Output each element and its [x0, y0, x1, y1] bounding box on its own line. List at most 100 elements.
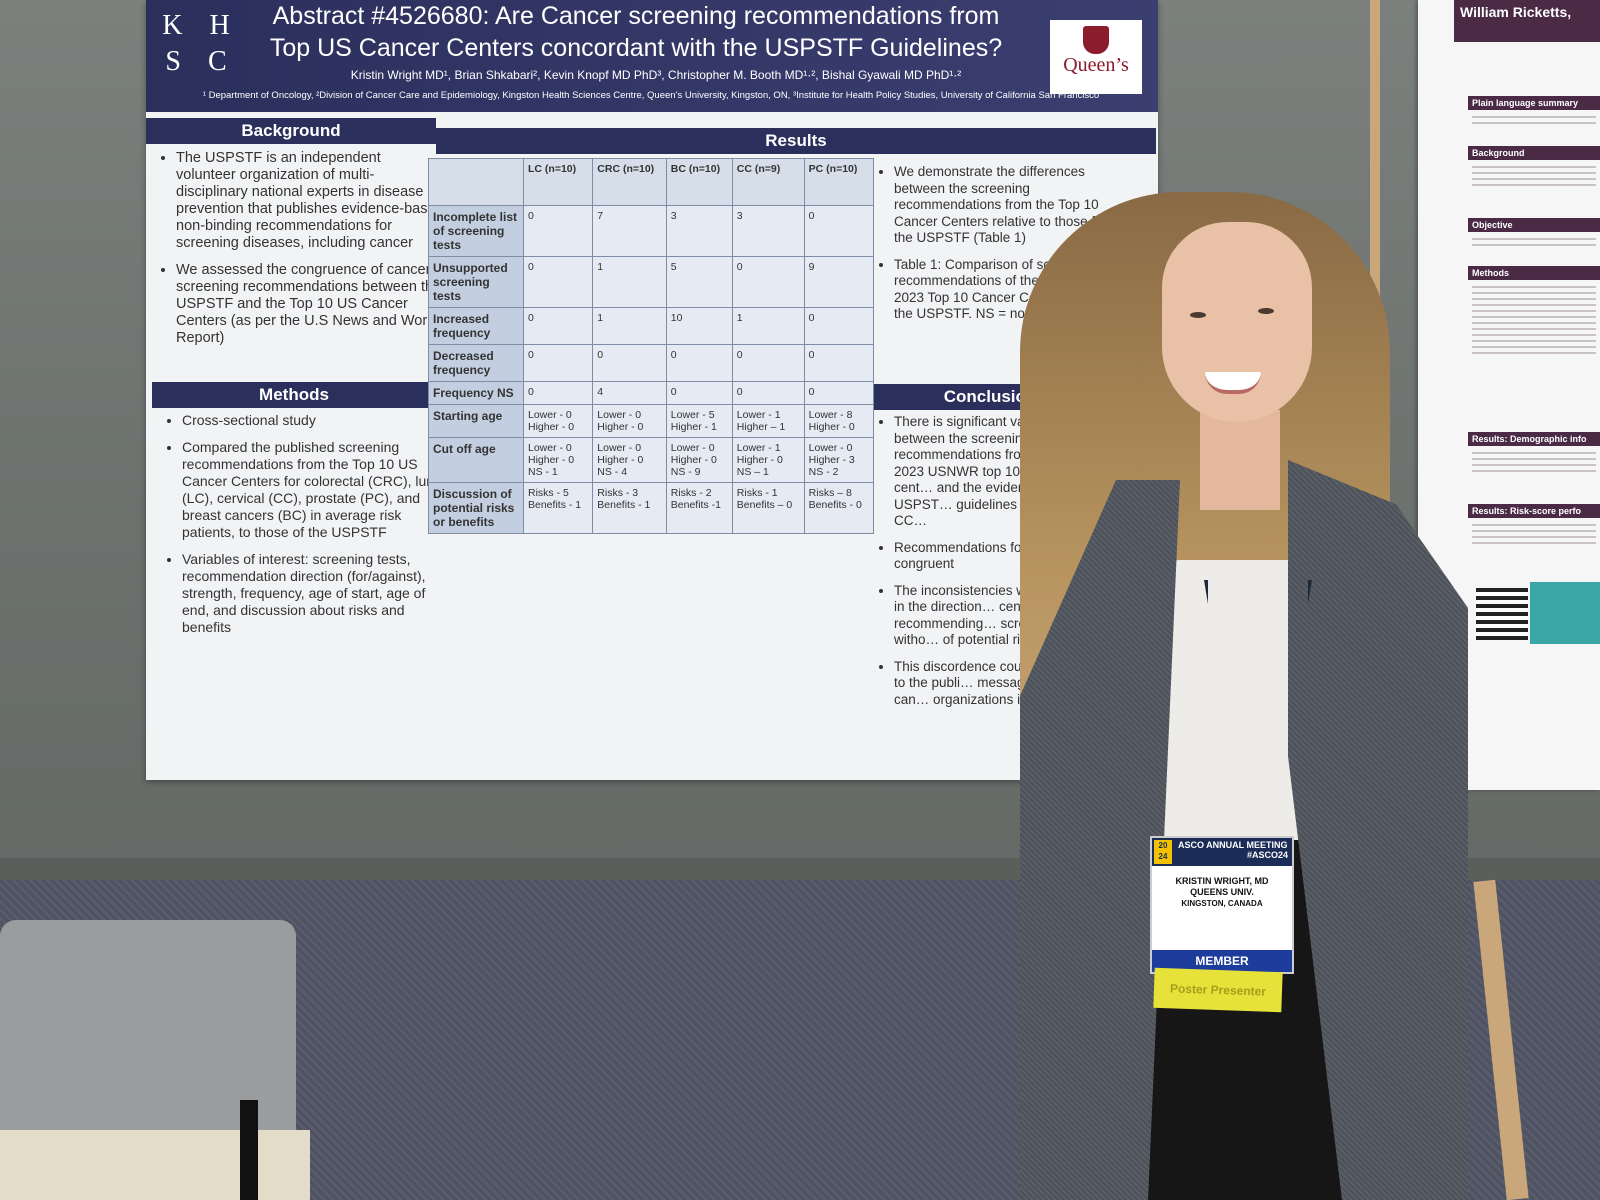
- background-list: The USPSTF is an independent volunteer o…: [158, 150, 444, 357]
- neighbor-section-heading: Results: Demographic info: [1468, 432, 1600, 446]
- table-cell: Lower - 1 Higher – 1: [731, 404, 805, 438]
- table-row: Unsupported screening tests 0 1 5 0 9: [428, 256, 875, 308]
- badge-year: 20 24: [1154, 840, 1172, 864]
- table-cell: 10: [665, 307, 733, 345]
- table-cell: Risks - 2 Benefits -1: [665, 482, 733, 534]
- chair-seat: [0, 1130, 310, 1200]
- list-item: The USPSTF is an independent volunteer o…: [176, 150, 444, 252]
- row-header: Discussion of potential risks or benefit…: [428, 482, 524, 534]
- list-item: Cross-sectional study: [182, 412, 444, 429]
- badge-header: 20 24 ASCO ANNUAL MEETING #ASCO24: [1152, 838, 1292, 866]
- presenter-ribbon: Poster Presenter: [1153, 967, 1283, 1013]
- row-header: Incomplete list of screening tests: [428, 205, 524, 257]
- badge-event: ASCO ANNUAL MEETING: [1178, 840, 1288, 850]
- table-cell: 0: [592, 344, 667, 382]
- smile: [1205, 372, 1261, 394]
- list-item: Variables of interest: screening tests, …: [182, 551, 444, 636]
- table-cell: 5: [665, 256, 733, 308]
- neighbor-section-heading: Results: Risk-score perfo: [1468, 504, 1600, 518]
- table-cell: Lower - 0 Higher - 0: [522, 404, 594, 438]
- row-header: Starting age: [428, 404, 524, 438]
- table-row: Incomplete list of screening tests 0 7 3 3 0: [428, 205, 875, 257]
- name-badge: 20 24 ASCO ANNUAL MEETING #ASCO24 KRISTI…: [1150, 836, 1294, 974]
- list-item: Compared the published screening recomme…: [182, 439, 444, 541]
- neighbor-section-heading: Objective: [1468, 218, 1600, 232]
- table-row: Starting age Lower - 0 Higher - 0 Lower - …: [428, 404, 875, 438]
- column-header: CRC (n=10): [592, 158, 667, 206]
- khsc-logo: K H S C: [162, 10, 240, 77]
- neighbor-text-block: [1468, 520, 1600, 548]
- list-item: We demonstrate the differences between t…: [894, 164, 1134, 247]
- poster-header: K H S C Abstract #4526680: Are Cancer sc…: [146, 0, 1158, 112]
- table-cell: 9: [803, 256, 875, 308]
- table-cell: 7: [592, 205, 667, 257]
- neighbor-cta-box: [1530, 582, 1600, 644]
- table-cell: 4: [592, 381, 667, 405]
- table-cell: 1: [592, 307, 667, 345]
- right-eye: [1258, 308, 1274, 314]
- row-header: Frequency NS: [428, 381, 524, 405]
- table-cell: 0: [731, 256, 805, 308]
- neighbor-text-block: [1468, 162, 1600, 190]
- table-cell: Risks – 8 Benefits - 0: [803, 482, 875, 534]
- research-poster: K H S C Abstract #4526680: Are Cancer sc…: [146, 0, 1158, 780]
- badge-location: KINGSTON, CANADA: [1181, 899, 1263, 908]
- methods-heading: Methods: [152, 382, 436, 408]
- table-cell: 0: [665, 381, 733, 405]
- poster-title: Abstract #4526680: Are Cancer screening …: [269, 2, 1003, 62]
- table-cell: 0: [803, 381, 875, 405]
- queens-logo-text: Queen’s: [1063, 54, 1129, 76]
- badge-member-label: MEMBER: [1152, 950, 1292, 972]
- list-item: We assessed the congruence of cancer scr…: [176, 262, 444, 347]
- background-heading: Background: [146, 118, 436, 144]
- results-table: LC (n=10) CRC (n=10) BC (n=10) CC (n=9) …: [428, 158, 875, 534]
- neighbor-text-block: [1468, 282, 1600, 358]
- table-cell: 0: [731, 381, 805, 405]
- neighbor-text-block: [1468, 112, 1600, 128]
- table-cell: Lower - 8 Higher - 0: [803, 404, 875, 438]
- table-cell: Risks - 5 Benefits - 1: [522, 482, 594, 534]
- badge-hashtag: #ASCO24: [1246, 850, 1288, 860]
- results-heading: Results: [436, 128, 1156, 154]
- table-cell: 0: [522, 307, 594, 345]
- row-header: Increased frequency: [428, 307, 524, 345]
- table-cell: 0: [731, 344, 805, 382]
- table-cell: 3: [665, 205, 733, 257]
- table-cell: 1: [731, 307, 805, 345]
- table-cell: Lower - 0 Higher - 3 NS - 2: [803, 437, 875, 483]
- person-neck: [1200, 410, 1280, 510]
- table-cell: Lower - 5 Higher - 1: [665, 404, 733, 438]
- table-row: Cut off age Lower - 0 Higher - 0 NS - 1 Lo…: [428, 437, 875, 483]
- table-cell: Lower - 0 Higher - 0 NS - 1: [522, 437, 594, 483]
- column-header: CC (n=9): [731, 158, 805, 206]
- queens-logo: Queen’s: [1050, 20, 1142, 94]
- table-cell: 0: [522, 381, 594, 405]
- methods-list: Cross-sectional study Compared the publi…: [164, 412, 444, 646]
- table-cell: Lower - 0 Higher - 0 NS - 9: [665, 437, 733, 483]
- table-cell: 0: [522, 256, 594, 308]
- column-header: PC (n=10): [803, 158, 875, 206]
- row-header: Unsupported screening tests: [428, 256, 524, 308]
- table-row: Decreased frequency 0 0 0 0 0: [428, 344, 875, 382]
- table-cell: 0: [803, 344, 875, 382]
- neighbor-text-block: [1468, 448, 1600, 476]
- chair-leg: [240, 1100, 258, 1200]
- table-row: Discussion of potential risks or benefit…: [428, 482, 875, 534]
- table-cell: 3: [731, 205, 805, 257]
- table-header-row: LC (n=10) CRC (n=10) BC (n=10) CC (n=9) …: [428, 158, 875, 206]
- column-header: LC (n=10): [522, 158, 594, 206]
- qr-code-icon: [1476, 588, 1528, 640]
- neighbor-text-block: [1468, 234, 1600, 250]
- badge-person-name: KRISTIN WRIGHT, MD: [1175, 876, 1269, 886]
- table-row: Frequency NS 0 4 0 0 0: [428, 381, 875, 405]
- neighbor-section-heading: Background: [1468, 146, 1600, 160]
- table-cell: Risks - 3 Benefits - 1: [592, 482, 667, 534]
- table-cell: 0: [522, 205, 594, 257]
- table-corner: [428, 158, 524, 206]
- poster-authors: Kristin Wright MD¹, Brian Shkabari², Kev…: [350, 68, 962, 82]
- table-cell: Risks - 1 Benefits – 0: [731, 482, 805, 534]
- queens-crest-icon: [1083, 26, 1109, 54]
- table-cell: Lower - 0 Higher - 0: [592, 404, 667, 438]
- poster-affiliations: ¹ Department of Oncology, ²Division of C…: [202, 90, 1100, 101]
- neighbor-poster-author: William Ricketts,: [1454, 0, 1600, 42]
